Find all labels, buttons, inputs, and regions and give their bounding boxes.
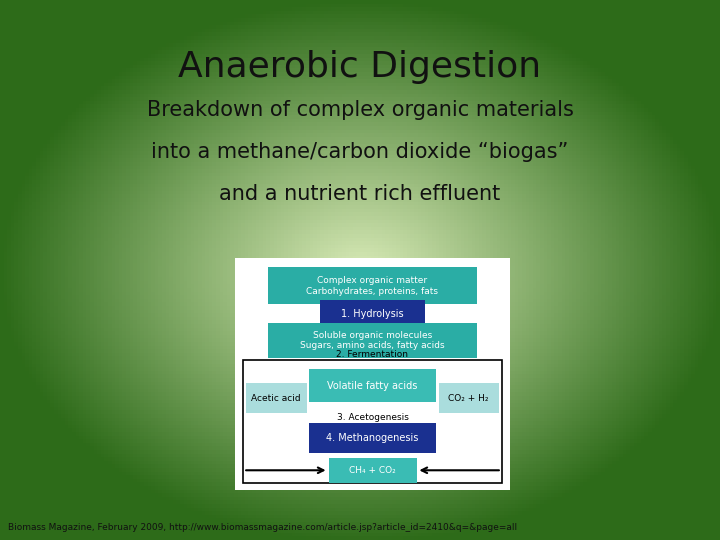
- Text: Acetic acid: Acetic acid: [251, 394, 301, 403]
- Text: Complex organic matter
Carbohydrates, proteins, fats: Complex organic matter Carbohydrates, pr…: [307, 276, 438, 295]
- Text: 2. Fermentation: 2. Fermentation: [336, 350, 408, 359]
- Bar: [235, 258, 510, 490]
- Text: into a methane/carbon dioxide “biogas”: into a methane/carbon dioxide “biogas”: [151, 142, 569, 162]
- Bar: [310, 423, 436, 453]
- Text: Volatile fatty acids: Volatile fatty acids: [328, 381, 418, 390]
- Bar: [310, 369, 436, 402]
- Text: 4. Methanogenesis: 4. Methanogenesis: [326, 433, 419, 443]
- Bar: [268, 267, 477, 305]
- Bar: [246, 383, 307, 414]
- Bar: [438, 383, 499, 414]
- Bar: [268, 323, 477, 358]
- Text: Biomass Magazine, February 2009, http://www.biomassmagazine.com/article.jsp?arti: Biomass Magazine, February 2009, http://…: [8, 523, 517, 532]
- Text: and a nutrient rich effluent: and a nutrient rich effluent: [220, 184, 500, 204]
- Bar: [328, 457, 416, 483]
- Text: CH₄ + CO₂: CH₄ + CO₂: [349, 466, 396, 475]
- Text: Breakdown of complex organic materials: Breakdown of complex organic materials: [147, 100, 573, 120]
- Bar: [320, 300, 425, 328]
- Bar: [243, 360, 502, 483]
- Text: Anaerobic Digestion: Anaerobic Digestion: [179, 50, 541, 84]
- Text: 1. Hydrolysis: 1. Hydrolysis: [341, 309, 404, 319]
- Text: Soluble organic molecules
Sugars, amino acids, fatty acids: Soluble organic molecules Sugars, amino …: [300, 330, 445, 350]
- Text: CO₂ + H₂: CO₂ + H₂: [449, 394, 489, 403]
- Text: 3. Acetogenesis: 3. Acetogenesis: [336, 414, 408, 422]
